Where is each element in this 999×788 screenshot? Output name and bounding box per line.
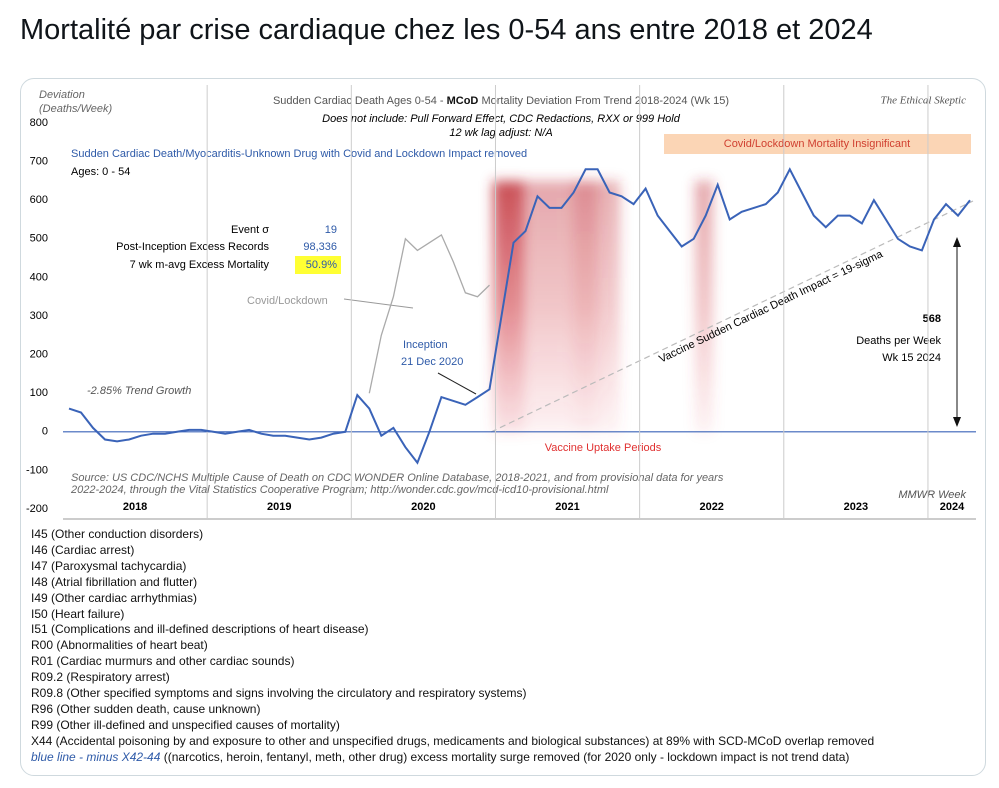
- pointer: [437, 372, 477, 395]
- code-list: I45 (Other conduction disorders) I46 (Car…: [31, 527, 874, 766]
- annotation: Ages: 0 - 54: [71, 166, 130, 178]
- y-tick-label: 800: [30, 117, 48, 129]
- plot: Deviation (Deaths/Week) Sudden Cardiac D…: [26, 85, 976, 520]
- code-line: I45 (Other conduction disorders): [31, 527, 204, 541]
- annotation: Vaccine Sudden Cardiac Death Impact = 19…: [657, 248, 885, 366]
- code-line: I48 (Atrial fibrillation and flutter): [31, 574, 198, 589]
- chart: Deviation (Deaths/Week) Sudden Cardiac D…: [26, 85, 976, 520]
- shade: [598, 181, 620, 433]
- code-line: I50 (Heart failure): [31, 606, 125, 621]
- stat-label: 7 wk m-avg Excess Mortality: [130, 259, 270, 271]
- line-series: [68, 167, 971, 465]
- code-line: I47 (Paroxysmal tachycardia): [31, 558, 187, 573]
- title-part: Sudden Cardiac Death Ages 0-54 -: [273, 95, 447, 107]
- shade: [493, 181, 523, 433]
- code-line: R99 (Other ill-defined and unspecified c…: [31, 717, 340, 732]
- annotation: 568: [923, 313, 941, 325]
- footnote-part: blue line - minus X42-44: [31, 749, 161, 764]
- y-tick-label: 100: [30, 387, 48, 399]
- post-text: Mortalité par crise cardiaque chez les 0…: [20, 14, 873, 46]
- shade: [573, 181, 598, 433]
- y-tick-label: 600: [30, 194, 48, 206]
- annotation: 21 Dec 2020: [401, 356, 463, 368]
- annotation: Covid/Lockdown Mortality Insignificant: [724, 138, 910, 150]
- y-label: Deviation: [39, 89, 85, 101]
- y-tick-label: 200: [30, 349, 48, 361]
- pointer: [343, 298, 414, 309]
- subtitle: Does not include: Pull Forward Effect, C…: [322, 113, 681, 125]
- vaccine-periods: [493, 181, 713, 433]
- y-tick-label: -200: [26, 503, 48, 515]
- annotation: -2.85% Trend Growth: [87, 385, 191, 397]
- subtitle: 12 wk lag adjust: N/A: [449, 127, 552, 139]
- title-part: MCoD: [447, 95, 479, 107]
- chart-title: Sudden Cardiac Death Ages 0-54 - MCoD Mo…: [273, 95, 729, 107]
- x-tick-label: 2018: [123, 501, 147, 513]
- code-line: R09.8 (Other specified symptoms and sign…: [31, 686, 527, 701]
- annotation: Inception: [403, 339, 448, 351]
- y-tick-label: 0: [42, 426, 48, 438]
- x-tick-label: 2020: [411, 501, 435, 513]
- footnote: blue line - minus X42-44 ((narcotics, he…: [31, 750, 874, 766]
- stat-label: Post-Inception Excess Records: [116, 241, 269, 253]
- title-part: Mortality Deviation From Trend 2018-2024…: [478, 95, 729, 107]
- stat-value: 19: [325, 224, 337, 236]
- source: Source: US CDC/NCHS Multiple Cause of De…: [71, 472, 724, 484]
- image-card[interactable]: Deviation (Deaths/Week) Sudden Cardiac D…: [20, 78, 986, 776]
- note-box: [664, 134, 971, 154]
- code-line: I46 (Cardiac arrest): [31, 542, 135, 557]
- code-line: I49 (Other cardiac arrhythmias): [31, 590, 198, 605]
- code-line: R01 (Cardiac murmurs and other cardiac s…: [31, 654, 295, 669]
- y-label: (Deaths/Week): [39, 103, 112, 115]
- stat-value: 98,336: [303, 241, 337, 253]
- credit: The Ethical Skeptic: [880, 95, 966, 107]
- line-series: [368, 233, 490, 394]
- annotation: Deaths per Week: [856, 335, 941, 347]
- annotation: Sudden Cardiac Death/Myocarditis-Unknown…: [71, 148, 527, 160]
- annotation: Vaccine Uptake Periods: [545, 442, 662, 454]
- source: 2022-2024, through the Vital Statistics …: [70, 484, 609, 496]
- code-line: R00 (Abnormalities of heart beat): [31, 638, 208, 653]
- shade: [695, 181, 713, 433]
- x-tick-label: 2022: [699, 501, 723, 513]
- trend-line: [490, 200, 974, 433]
- y-tick-label: 700: [30, 156, 48, 168]
- x-tick-label: 2021: [555, 501, 579, 513]
- stat-label: Event σ: [231, 224, 269, 236]
- code-line: X44 (Accidental poisoning by and exposur…: [31, 733, 875, 748]
- x-label: MMWR Week: [898, 489, 966, 501]
- shade: [521, 181, 573, 433]
- code-line: R96 (Other sudden death, cause unknown): [31, 701, 261, 716]
- code-line: I51 (Complications and ill-defined descr…: [31, 622, 369, 637]
- footnote-part: ((narcotics, heroin, fentanyl, meth, oth…: [160, 749, 850, 764]
- x-tick-label: 2023: [844, 501, 868, 513]
- stat-value: 50.9%: [306, 259, 337, 271]
- x-tick-label: 2024: [940, 501, 965, 513]
- code-line: R09.2 (Respiratory arrest): [31, 670, 170, 685]
- annotation: Wk 15 2024: [882, 352, 941, 364]
- y-tick-label: 300: [30, 310, 48, 322]
- y-tick-label: 400: [30, 271, 48, 283]
- y-tick-label: -100: [26, 464, 48, 476]
- x-tick-label: 2019: [267, 501, 291, 513]
- highlight: [295, 256, 341, 274]
- annotation: Covid/Lockdown: [247, 295, 328, 307]
- y-tick-label: 500: [30, 233, 48, 245]
